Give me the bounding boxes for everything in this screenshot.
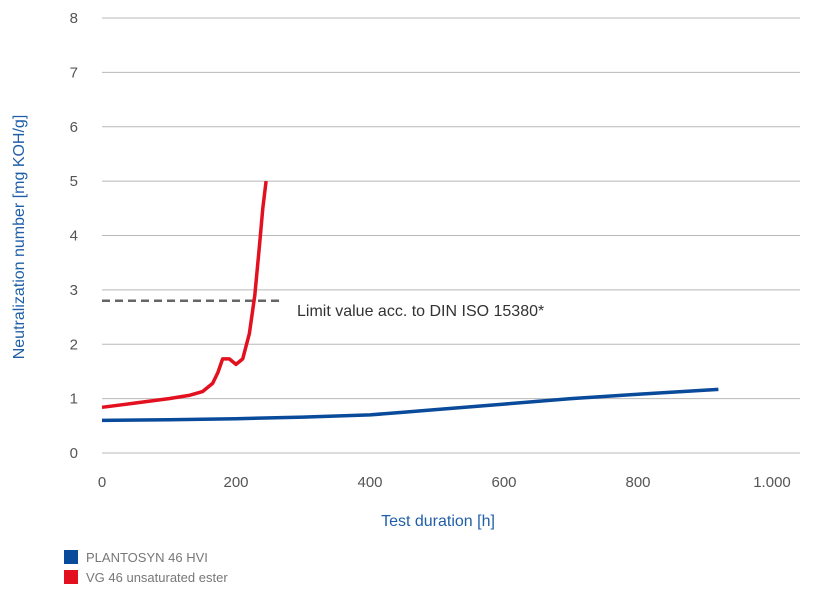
legend-swatch-vg46 bbox=[64, 570, 78, 584]
series-line-0 bbox=[101, 387, 719, 423]
legend-item-vg46: VG 46 unsaturated ester bbox=[64, 567, 228, 587]
x-tick-label: 400 bbox=[357, 474, 382, 491]
y-tick-label: 5 bbox=[70, 173, 78, 190]
limit-label: Limit value acc. to DIN ISO 15380* bbox=[297, 303, 544, 320]
y-tick-label: 1 bbox=[70, 391, 78, 408]
x-tick-label: 200 bbox=[223, 474, 248, 491]
y-tick-labels: 0 1 2 3 4 5 6 7 8 bbox=[70, 10, 78, 462]
series-group bbox=[101, 180, 719, 423]
y-tick-label: 7 bbox=[70, 64, 78, 81]
grid-lines bbox=[102, 17, 800, 454]
y-axis-title: Neutralization number [mg KOH/g] bbox=[11, 115, 28, 360]
x-axis-title: Test duration [h] bbox=[381, 513, 495, 530]
series-line-1 bbox=[101, 180, 268, 410]
legend: PLANTOSYN 46 HVI VG 46 unsaturated ester bbox=[64, 547, 228, 587]
x-tick-label: 800 bbox=[625, 474, 650, 491]
y-tick-label: 8 bbox=[70, 10, 78, 27]
x-tick-label: 0 bbox=[98, 474, 106, 491]
y-tick-label: 2 bbox=[70, 336, 78, 353]
legend-swatch-plantosyn bbox=[64, 550, 78, 564]
chart: 0 1 2 3 4 5 6 7 8 0 200 400 600 800 1.000 Limit value… bbox=[11, 10, 800, 530]
y-tick-label: 6 bbox=[70, 119, 78, 136]
y-tick-label: 3 bbox=[70, 282, 78, 299]
x-tick-label: 1.000 bbox=[753, 474, 791, 491]
y-tick-label: 4 bbox=[70, 228, 78, 245]
x-tick-labels: 0 200 400 600 800 1.000 bbox=[98, 474, 791, 491]
legend-item-plantosyn: PLANTOSYN 46 HVI bbox=[64, 547, 228, 567]
y-tick-label: 0 bbox=[70, 445, 78, 462]
legend-label-vg46: VG 46 unsaturated ester bbox=[86, 569, 228, 585]
x-tick-label: 600 bbox=[491, 474, 516, 491]
legend-label-plantosyn: PLANTOSYN 46 HVI bbox=[86, 549, 208, 565]
